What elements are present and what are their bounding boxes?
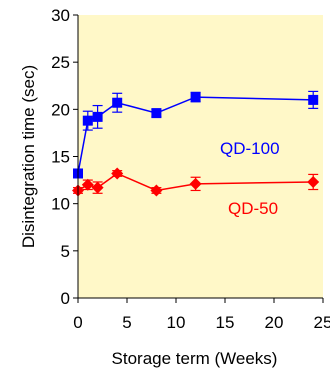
data-point (151, 108, 162, 119)
y-tick-label: 0 (61, 289, 70, 308)
data-point (91, 181, 104, 194)
series-label-qd-100: QD-100 (220, 139, 280, 158)
data-point (150, 184, 163, 197)
x-tick-label: 0 (73, 313, 82, 332)
data-point (189, 177, 202, 190)
y-tick-label: 25 (51, 53, 70, 72)
y-tick-label: 5 (61, 242, 70, 261)
data-point (81, 178, 94, 191)
data-point (112, 97, 123, 108)
series-label-qd-50: QD-50 (228, 199, 278, 218)
x-tick-label: 25 (314, 313, 330, 332)
y-tick-label: 30 (51, 6, 70, 25)
x-tick-label: 5 (122, 313, 131, 332)
data-point (111, 167, 124, 180)
y-tick-label: 10 (51, 195, 70, 214)
data-point (308, 94, 319, 105)
x-tick-label: 10 (167, 313, 186, 332)
data-point (82, 115, 93, 126)
y-tick-label: 20 (51, 100, 70, 119)
x-axis-title: Storage term (Weeks) (112, 349, 278, 368)
plot-area (78, 15, 323, 298)
x-tick-label: 15 (216, 313, 235, 332)
data-point (92, 111, 103, 122)
series-layer (72, 90, 320, 197)
x-tick-label: 20 (265, 313, 284, 332)
y-axis-title: Disintegration time (sec) (19, 65, 38, 248)
data-point (307, 175, 320, 188)
data-point (190, 92, 201, 103)
y-tick-label: 15 (51, 148, 70, 167)
series-1 (72, 167, 320, 197)
tick-labels: 0 5 10 15 20 25 30 0 5 10 15 20 25 (51, 6, 330, 332)
axes (73, 14, 324, 303)
